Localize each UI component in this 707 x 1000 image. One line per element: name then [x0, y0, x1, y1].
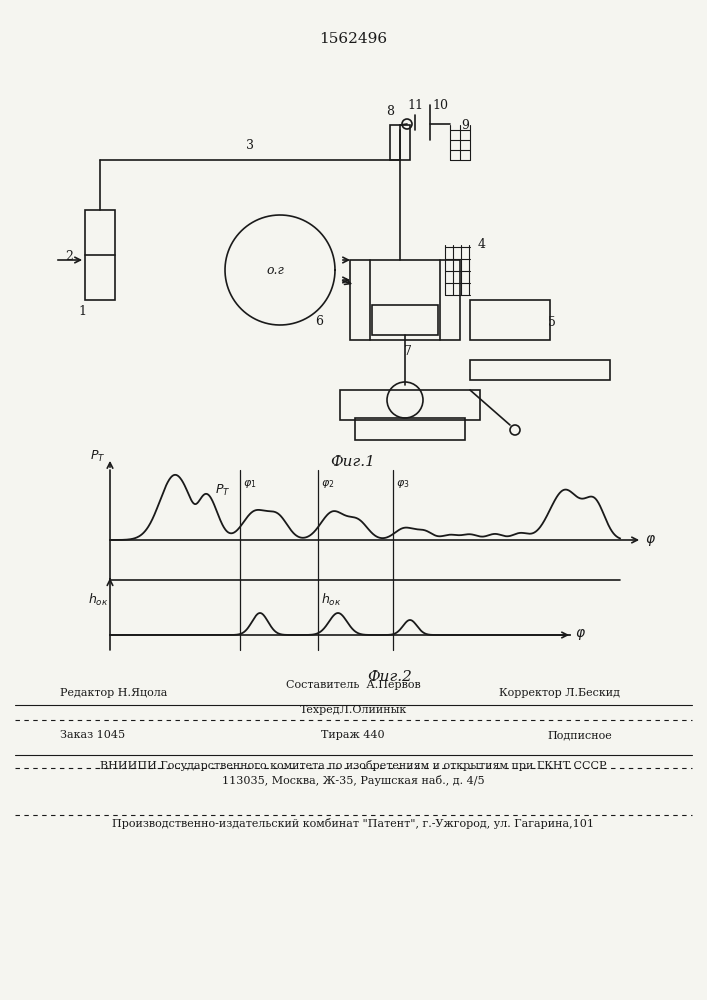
Text: Тираж 440: Тираж 440: [321, 730, 385, 740]
Text: $\varphi$: $\varphi$: [575, 628, 586, 643]
Bar: [340, 390, 480, 420]
Text: о.г: о.г: [266, 263, 284, 276]
Text: Корректор Л.Бескид: Корректор Л.Бескид: [499, 688, 620, 698]
Text: ТехредЛ.Олийнык: ТехредЛ.Олийнык: [299, 705, 407, 715]
Text: ВНИИПИ Государственного комитета по изобретениям и открытиям при ГКНТ СССР: ВНИИПИ Государственного комитета по изоб…: [100, 760, 606, 771]
Text: Фиг.2: Фиг.2: [368, 670, 412, 684]
Text: $\varphi_3$: $\varphi_3$: [396, 478, 409, 490]
Text: 5: 5: [548, 316, 556, 328]
Bar: [355, 418, 465, 440]
Text: $P_T$: $P_T$: [90, 448, 105, 464]
Text: $P_T$: $P_T$: [215, 483, 230, 498]
Text: 8: 8: [386, 105, 394, 118]
Text: 1: 1: [78, 305, 86, 318]
Text: 113035, Москва, Ж-35, Раушская наб., д. 4/5: 113035, Москва, Ж-35, Раушская наб., д. …: [222, 775, 484, 786]
Text: 10: 10: [432, 99, 448, 112]
Text: 9: 9: [461, 119, 469, 132]
Text: $h_{ок}$: $h_{ок}$: [321, 592, 341, 608]
Text: $\varphi$: $\varphi$: [645, 532, 656, 548]
Text: 11: 11: [407, 99, 423, 112]
Bar: [470, 360, 610, 380]
Text: 3: 3: [246, 139, 254, 152]
Text: Заказ 1045: Заказ 1045: [60, 730, 125, 740]
Text: Производственно-издательский комбинат "Патент", г.-Ужгород, ул. Гагарина,101: Производственно-издательский комбинат "П…: [112, 818, 594, 829]
Bar: [390, 125, 410, 160]
Text: Фиг.1: Фиг.1: [331, 455, 375, 469]
Text: $\varphi_1$: $\varphi_1$: [243, 478, 257, 490]
Text: $\varphi_2$: $\varphi_2$: [321, 478, 334, 490]
Bar: [350, 260, 460, 340]
Bar: [470, 300, 550, 340]
Text: $h_{ок}$: $h_{ок}$: [88, 592, 108, 608]
Text: Подписное: Подписное: [548, 730, 612, 740]
Text: 4: 4: [478, 238, 486, 251]
Text: 6: 6: [315, 315, 323, 328]
Bar: [372, 305, 438, 335]
Text: 2: 2: [65, 249, 73, 262]
Bar: [85, 210, 115, 300]
Text: 1562496: 1562496: [319, 32, 387, 46]
Text: 7: 7: [404, 345, 412, 358]
Text: Редактор Н.Яцола: Редактор Н.Яцола: [60, 688, 168, 698]
Text: Составитель  А.Первов: Составитель А.Первов: [286, 680, 421, 690]
